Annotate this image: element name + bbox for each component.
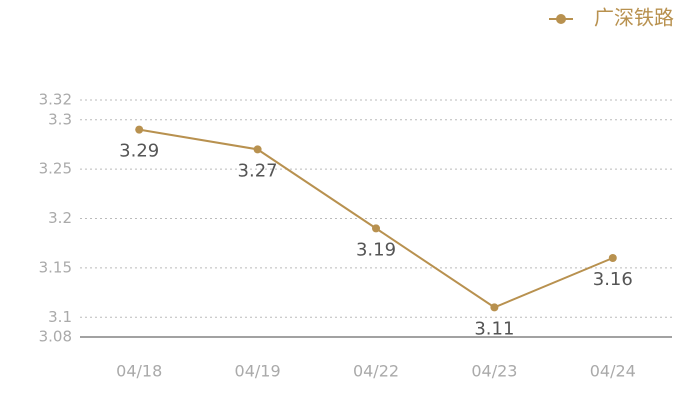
legend-marker [556, 14, 566, 24]
value-label: 3.27 [238, 160, 278, 181]
y-tick-label: 3.2 [48, 209, 72, 227]
x-tick-label: 04/24 [590, 362, 636, 381]
point [135, 125, 144, 134]
point [253, 145, 262, 154]
point [608, 254, 617, 262]
value-label: 3.11 [474, 318, 514, 339]
point [372, 224, 380, 233]
point [490, 303, 499, 312]
x-tick-label: 04/22 [353, 362, 399, 381]
y-tick-label: 3.32 [39, 91, 72, 109]
x-tick-label: 04/18 [116, 362, 162, 381]
value-label: 3.16 [593, 269, 633, 290]
legend-label: 广深铁路 [594, 6, 674, 30]
y-tick-label: 3.25 [39, 160, 72, 178]
value-label: 3.19 [356, 239, 396, 260]
y-tick-label: 3.1 [48, 308, 72, 326]
x-tick-label: 04/19 [235, 362, 281, 381]
y-tick-label: 3.08 [39, 328, 72, 346]
value-label: 3.29 [119, 141, 159, 162]
y-tick-label: 3.15 [39, 258, 72, 276]
y-tick-label: 3.3 [48, 110, 72, 128]
x-tick-label: 04/23 [471, 362, 517, 381]
